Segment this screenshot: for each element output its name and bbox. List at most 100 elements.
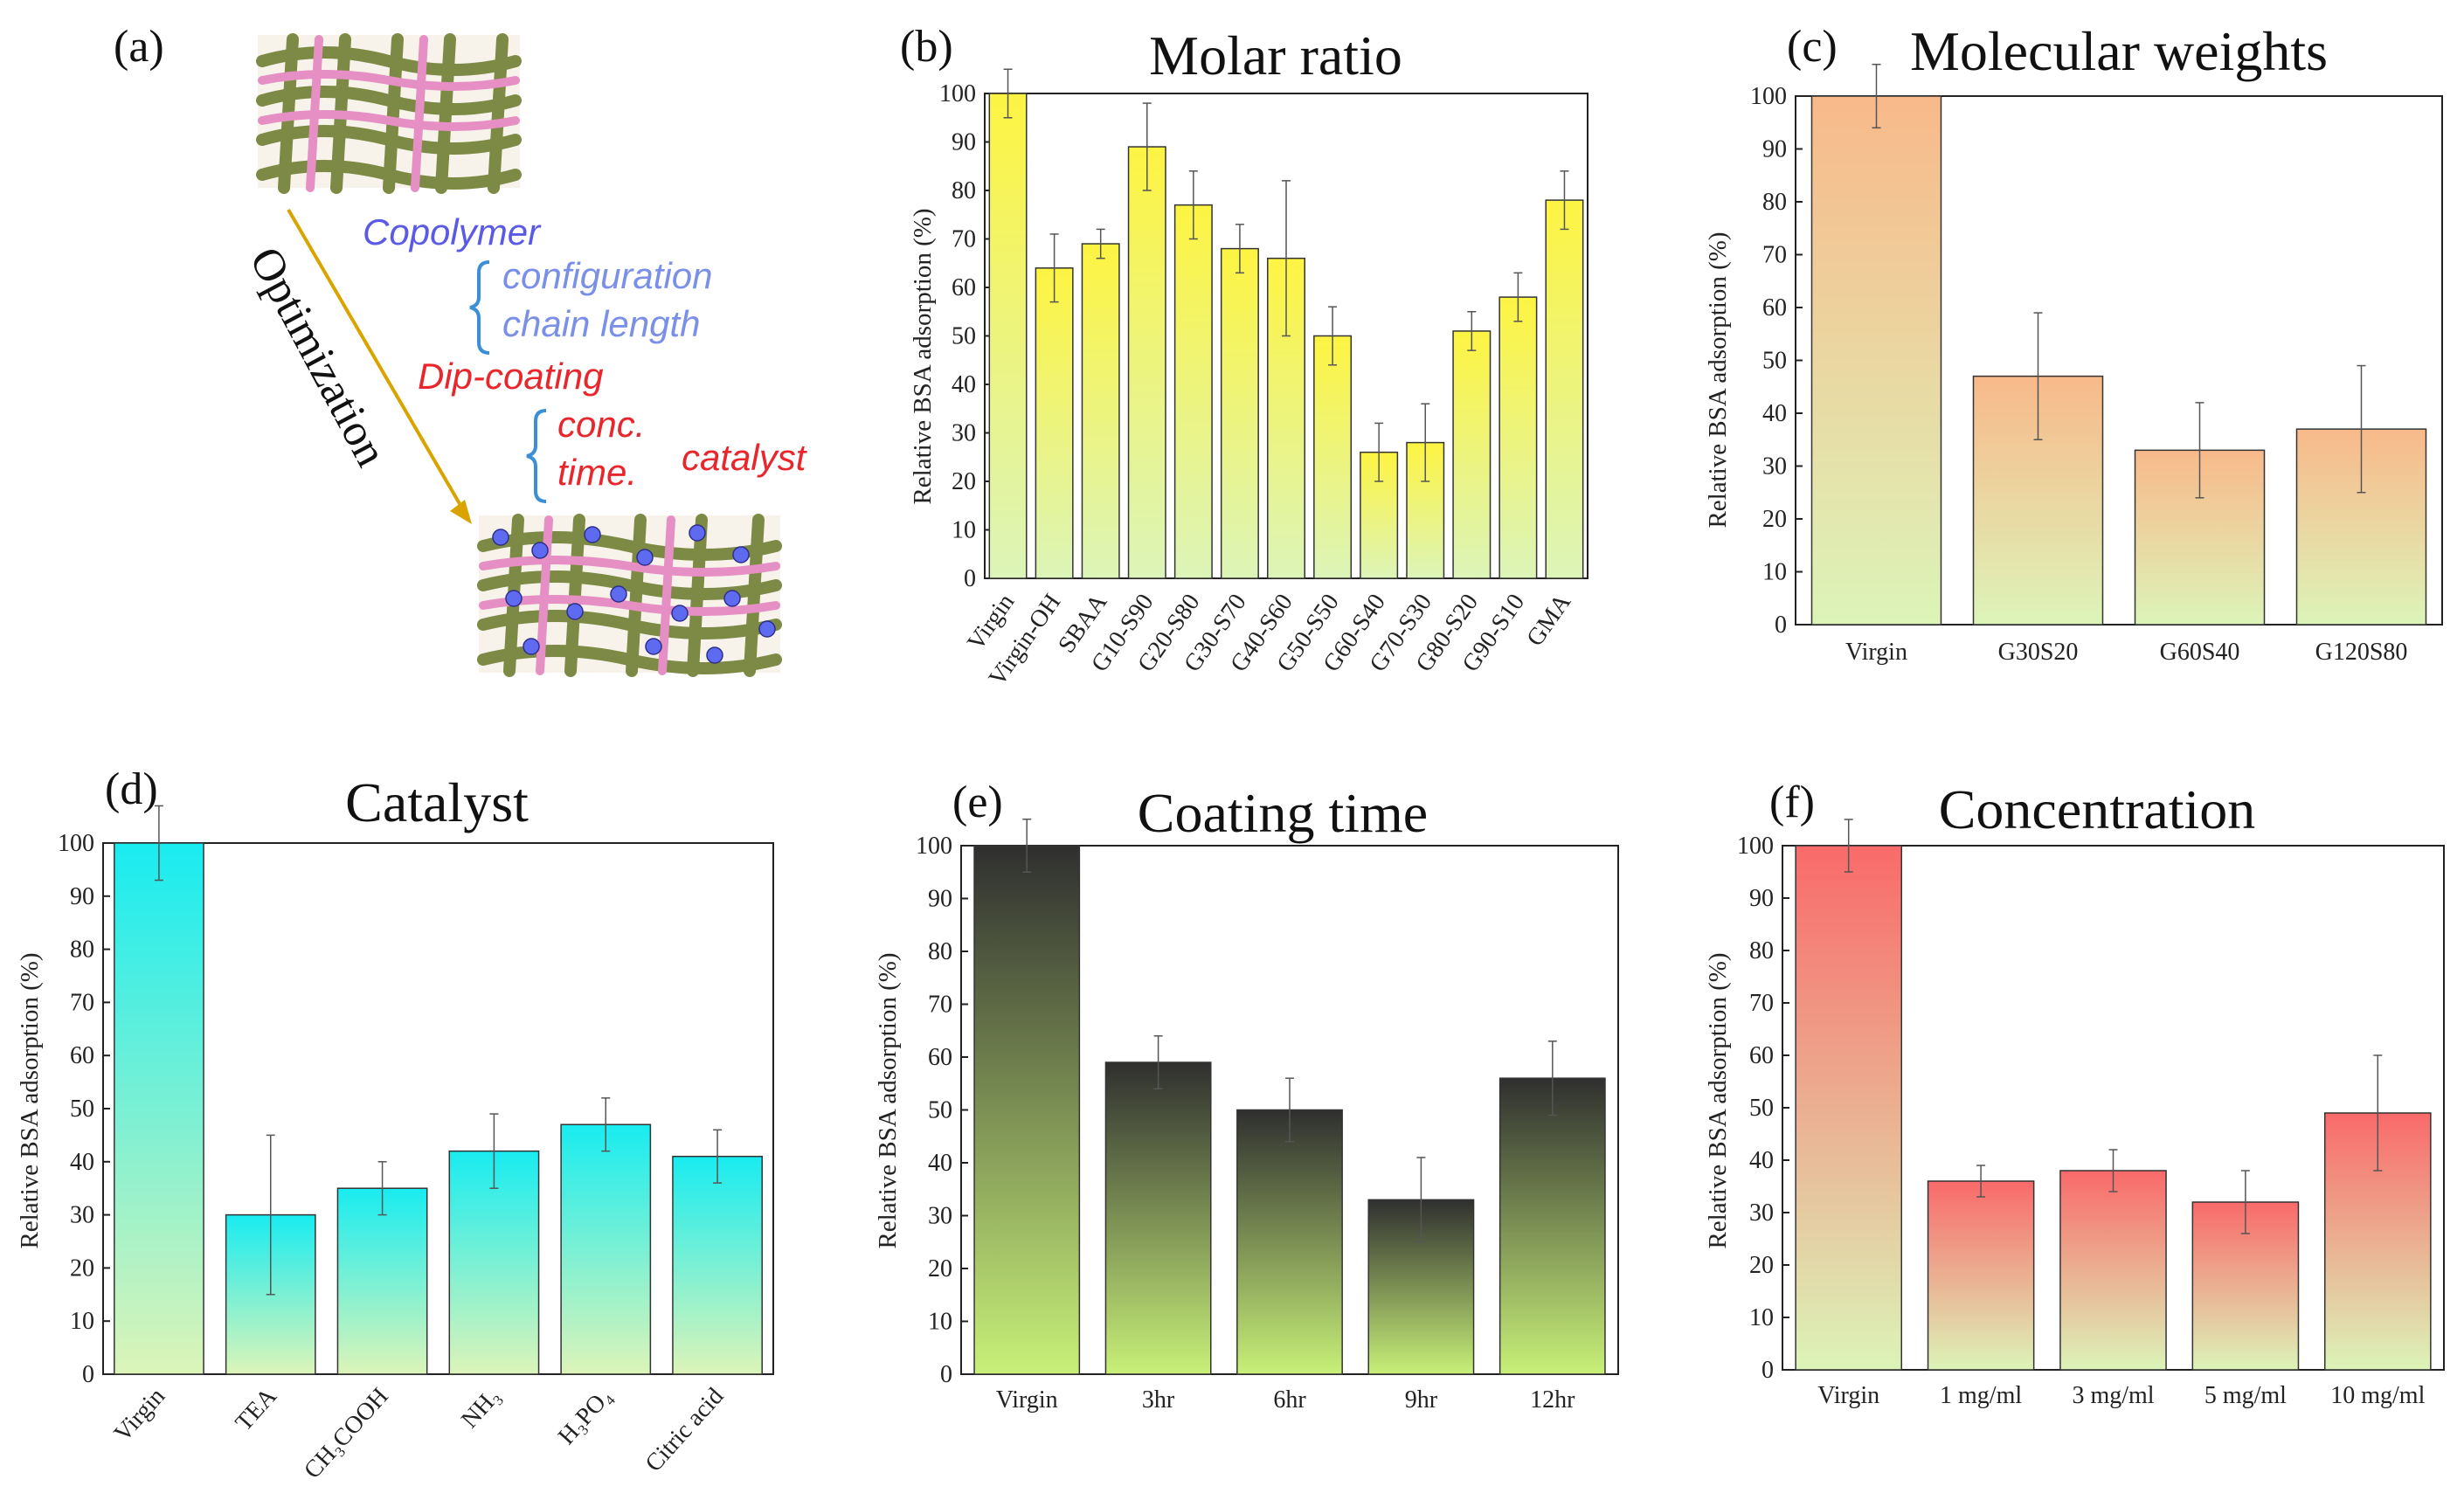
y-tick-label: 10 (70, 1308, 94, 1335)
error-bar-f (2240, 1170, 2250, 1234)
error-bar-b (1560, 170, 1569, 231)
y-tick-label: 0 (940, 1361, 952, 1388)
panel-label-e: (e) (952, 778, 1003, 827)
x-tick-label: H₃PO₄ (553, 1383, 618, 1450)
bar-d (114, 842, 204, 1375)
bar-b (1545, 199, 1584, 579)
error-bar-b (1513, 272, 1523, 322)
y-tick-label: 50 (1749, 1095, 1774, 1122)
error-bar-b (1096, 228, 1105, 259)
error-bar-b (1188, 170, 1198, 240)
x-tick-label: 9hr (1405, 1386, 1438, 1414)
x-tick-label: CH₃COOH (299, 1383, 394, 1484)
x-tick-label: TEA (230, 1382, 282, 1436)
error-bar-e (1416, 1157, 1426, 1243)
y-tick-label: 20 (952, 468, 976, 495)
x-tick-label: GMA (1521, 589, 1576, 652)
bar-b (1220, 247, 1259, 579)
y-tick-label: 50 (928, 1097, 952, 1124)
y-tick-label: 100 (1750, 83, 1787, 110)
y-tick-label: 100 (939, 80, 976, 107)
x-tick-label: 10 mg/ml (2330, 1382, 2425, 1409)
bar-b (1081, 243, 1120, 579)
x-tick-label: G60S40 (2160, 639, 2240, 666)
y-tick-label: 30 (1749, 1199, 1774, 1227)
error-bar-c (2357, 364, 2366, 494)
y-tick-label: 10 (928, 1309, 952, 1336)
error-bar-b (1049, 233, 1059, 303)
x-tick-label: 1 mg/ml (1940, 1382, 2022, 1409)
chart-title-d: Catalyst (345, 771, 529, 833)
bar-f (2059, 1170, 2167, 1371)
plot-area-d: 0 10 20 30 40 50 60 70 80 90 100 Virgin TEA CH₃COOH NH… (58, 805, 774, 1484)
error-bar-f (1976, 1165, 1986, 1198)
y-tick-label: 30 (70, 1202, 94, 1229)
y-tick-label: 20 (1749, 1252, 1774, 1279)
y-tick-label: 10 (1762, 559, 1787, 586)
y-tick-label: 30 (928, 1203, 952, 1230)
error-bar-f (1844, 819, 1853, 873)
y-tick-label: 50 (952, 323, 976, 350)
plot-area-b: 0102030405060708090100VirginVirgin-OHSBA… (939, 68, 1588, 691)
fabric-coated-image (477, 514, 782, 677)
scheme-panel: (a) Optimization Copolymer co (114, 22, 808, 677)
error-bar-d (489, 1113, 499, 1189)
chain-length-label: chain length (502, 303, 701, 344)
y-tick-label: 20 (70, 1255, 94, 1282)
copolymer-label: Copolymer (363, 211, 542, 252)
y-tick-label: 40 (1749, 1147, 1774, 1174)
error-bar-d (154, 805, 163, 881)
y-tick-label: 90 (1762, 136, 1787, 163)
bar-b (1452, 330, 1492, 579)
bar-d (560, 1123, 652, 1375)
chart-panel-c: (c) Molecular weights Relative BSA adsor… (1704, 20, 2443, 666)
y-axis-label-f: Relative BSA adsorption (%) (1704, 952, 1732, 1248)
y-tick-label: 30 (952, 420, 976, 447)
y-axis-label-b: Relative BSA adsorption (%) (909, 208, 937, 504)
error-bar-c (2195, 402, 2204, 499)
y-tick-label: 30 (1762, 453, 1787, 480)
brace-dip-coating (526, 409, 547, 503)
x-tick-label: Virgin (1845, 639, 1907, 666)
error-bar-b (1374, 422, 1384, 482)
error-bar-b (1142, 102, 1152, 191)
bar-f (2323, 1112, 2432, 1371)
y-tick-label: 80 (1749, 937, 1774, 964)
bar-b (988, 93, 1028, 579)
panel-label-c: (c) (1787, 22, 1838, 72)
y-tick-label: 80 (928, 938, 952, 965)
error-bar-b (1235, 224, 1244, 274)
y-tick-label: 100 (916, 833, 952, 860)
bar-d (672, 1155, 763, 1375)
y-tick-label: 40 (952, 371, 976, 398)
x-tick-label: 3 mg/ml (2072, 1382, 2154, 1409)
y-tick-label: 50 (70, 1096, 94, 1123)
y-tick-label: 0 (1775, 612, 1787, 639)
y-tick-label: 70 (952, 226, 976, 253)
x-tick-label: G30S20 (1998, 639, 2079, 666)
x-tick-label: Virgin (109, 1383, 170, 1447)
error-bar-d (266, 1134, 275, 1296)
y-tick-label: 50 (1762, 348, 1787, 375)
error-bar-b (1421, 403, 1430, 482)
error-bar-d (377, 1161, 387, 1216)
y-tick-label: 40 (70, 1149, 94, 1176)
x-tick-label: 3hr (1142, 1386, 1175, 1414)
panel-label-f: (f) (1769, 778, 1815, 827)
error-bar-e (1022, 819, 1032, 873)
x-tick-label: Virgin (1817, 1382, 1879, 1409)
x-tick-label: 5 mg/ml (2204, 1382, 2287, 1409)
error-bar-b (1003, 68, 1013, 119)
y-axis-label-e: Relative BSA adsorption (%) (874, 952, 902, 1248)
y-axis-label-d: Relative BSA adsorption (%) (16, 952, 44, 1248)
x-tick-label: 6hr (1273, 1386, 1306, 1414)
y-tick-label: 40 (928, 1150, 952, 1177)
error-bar-c (2033, 312, 2043, 440)
brace-copolymer (469, 260, 490, 355)
error-bar-c (1872, 63, 1881, 129)
x-tick-label: G120S80 (2315, 639, 2408, 666)
y-tick-label: 90 (928, 886, 952, 913)
error-bar-f (2373, 1054, 2383, 1172)
bar-e (973, 845, 1081, 1375)
